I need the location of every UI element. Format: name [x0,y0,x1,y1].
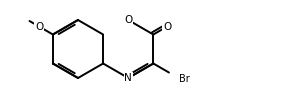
Text: N: N [124,73,132,83]
Text: O: O [124,15,132,25]
Text: O: O [35,21,43,31]
Text: Br: Br [179,74,190,83]
Text: O: O [163,21,171,31]
